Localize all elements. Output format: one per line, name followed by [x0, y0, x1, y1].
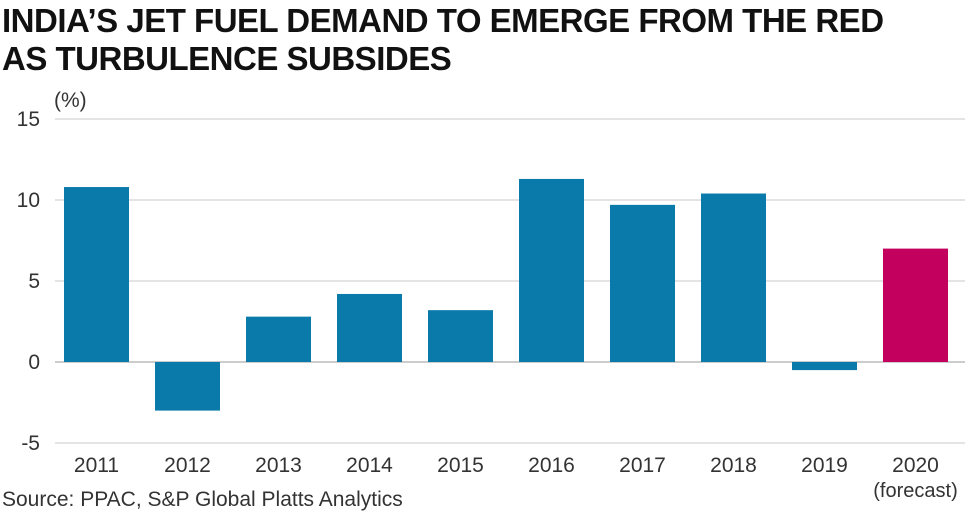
- y-tick-label: -5: [21, 432, 40, 455]
- y-tick-label: 10: [17, 189, 40, 212]
- chart-title-line-2: AS TURBULENCE SUBSIDES: [2, 40, 452, 77]
- bar-2011: [64, 187, 129, 362]
- bar-2012: [155, 362, 220, 411]
- y-axis-label: (%): [54, 89, 87, 112]
- bar-2020: [883, 248, 948, 362]
- x-tick-label: 2016: [528, 454, 575, 477]
- x-tick-label: 2015: [437, 454, 484, 477]
- chart-title-line-1: INDIA’S JET FUEL DEMAND TO EMERGE FROM T…: [2, 2, 884, 39]
- bar-2014: [337, 293, 402, 362]
- x-tick-label: 2013: [255, 454, 302, 477]
- y-tick-label: 0: [28, 351, 40, 374]
- bar-2016: [519, 178, 584, 362]
- bar-2013: [246, 316, 311, 362]
- source-note: Source: PPAC, S&P Global Platts Analytic…: [2, 488, 403, 511]
- bar-2018: [701, 193, 766, 362]
- x-tick-label: 2017: [619, 454, 666, 477]
- bar-2015: [428, 310, 493, 362]
- x-tick-label: 2019: [801, 454, 848, 477]
- x-tick-sublabel: (forecast): [873, 480, 957, 502]
- chart-title: INDIA’S JET FUEL DEMAND TO EMERGE FROM T…: [2, 2, 962, 78]
- x-tick-label: 2014: [346, 454, 393, 477]
- x-tick-label: 2012: [164, 454, 211, 477]
- y-tick-label: 5: [28, 270, 40, 293]
- x-tick-label: 2020: [892, 454, 939, 477]
- x-tick-label: 2018: [710, 454, 757, 477]
- y-tick-label: 15: [17, 108, 40, 131]
- bar-2019: [792, 362, 857, 371]
- x-tick-label: 2011: [74, 454, 119, 477]
- bar-2017: [610, 204, 675, 362]
